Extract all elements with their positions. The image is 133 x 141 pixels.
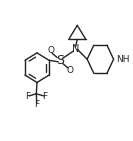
- Text: F: F: [25, 92, 30, 101]
- Text: O: O: [66, 66, 73, 75]
- Text: NH: NH: [116, 55, 129, 64]
- Text: S: S: [56, 54, 64, 67]
- Text: O: O: [47, 46, 54, 55]
- Text: F: F: [42, 92, 47, 101]
- Text: F: F: [34, 100, 40, 109]
- Text: N: N: [72, 44, 79, 54]
